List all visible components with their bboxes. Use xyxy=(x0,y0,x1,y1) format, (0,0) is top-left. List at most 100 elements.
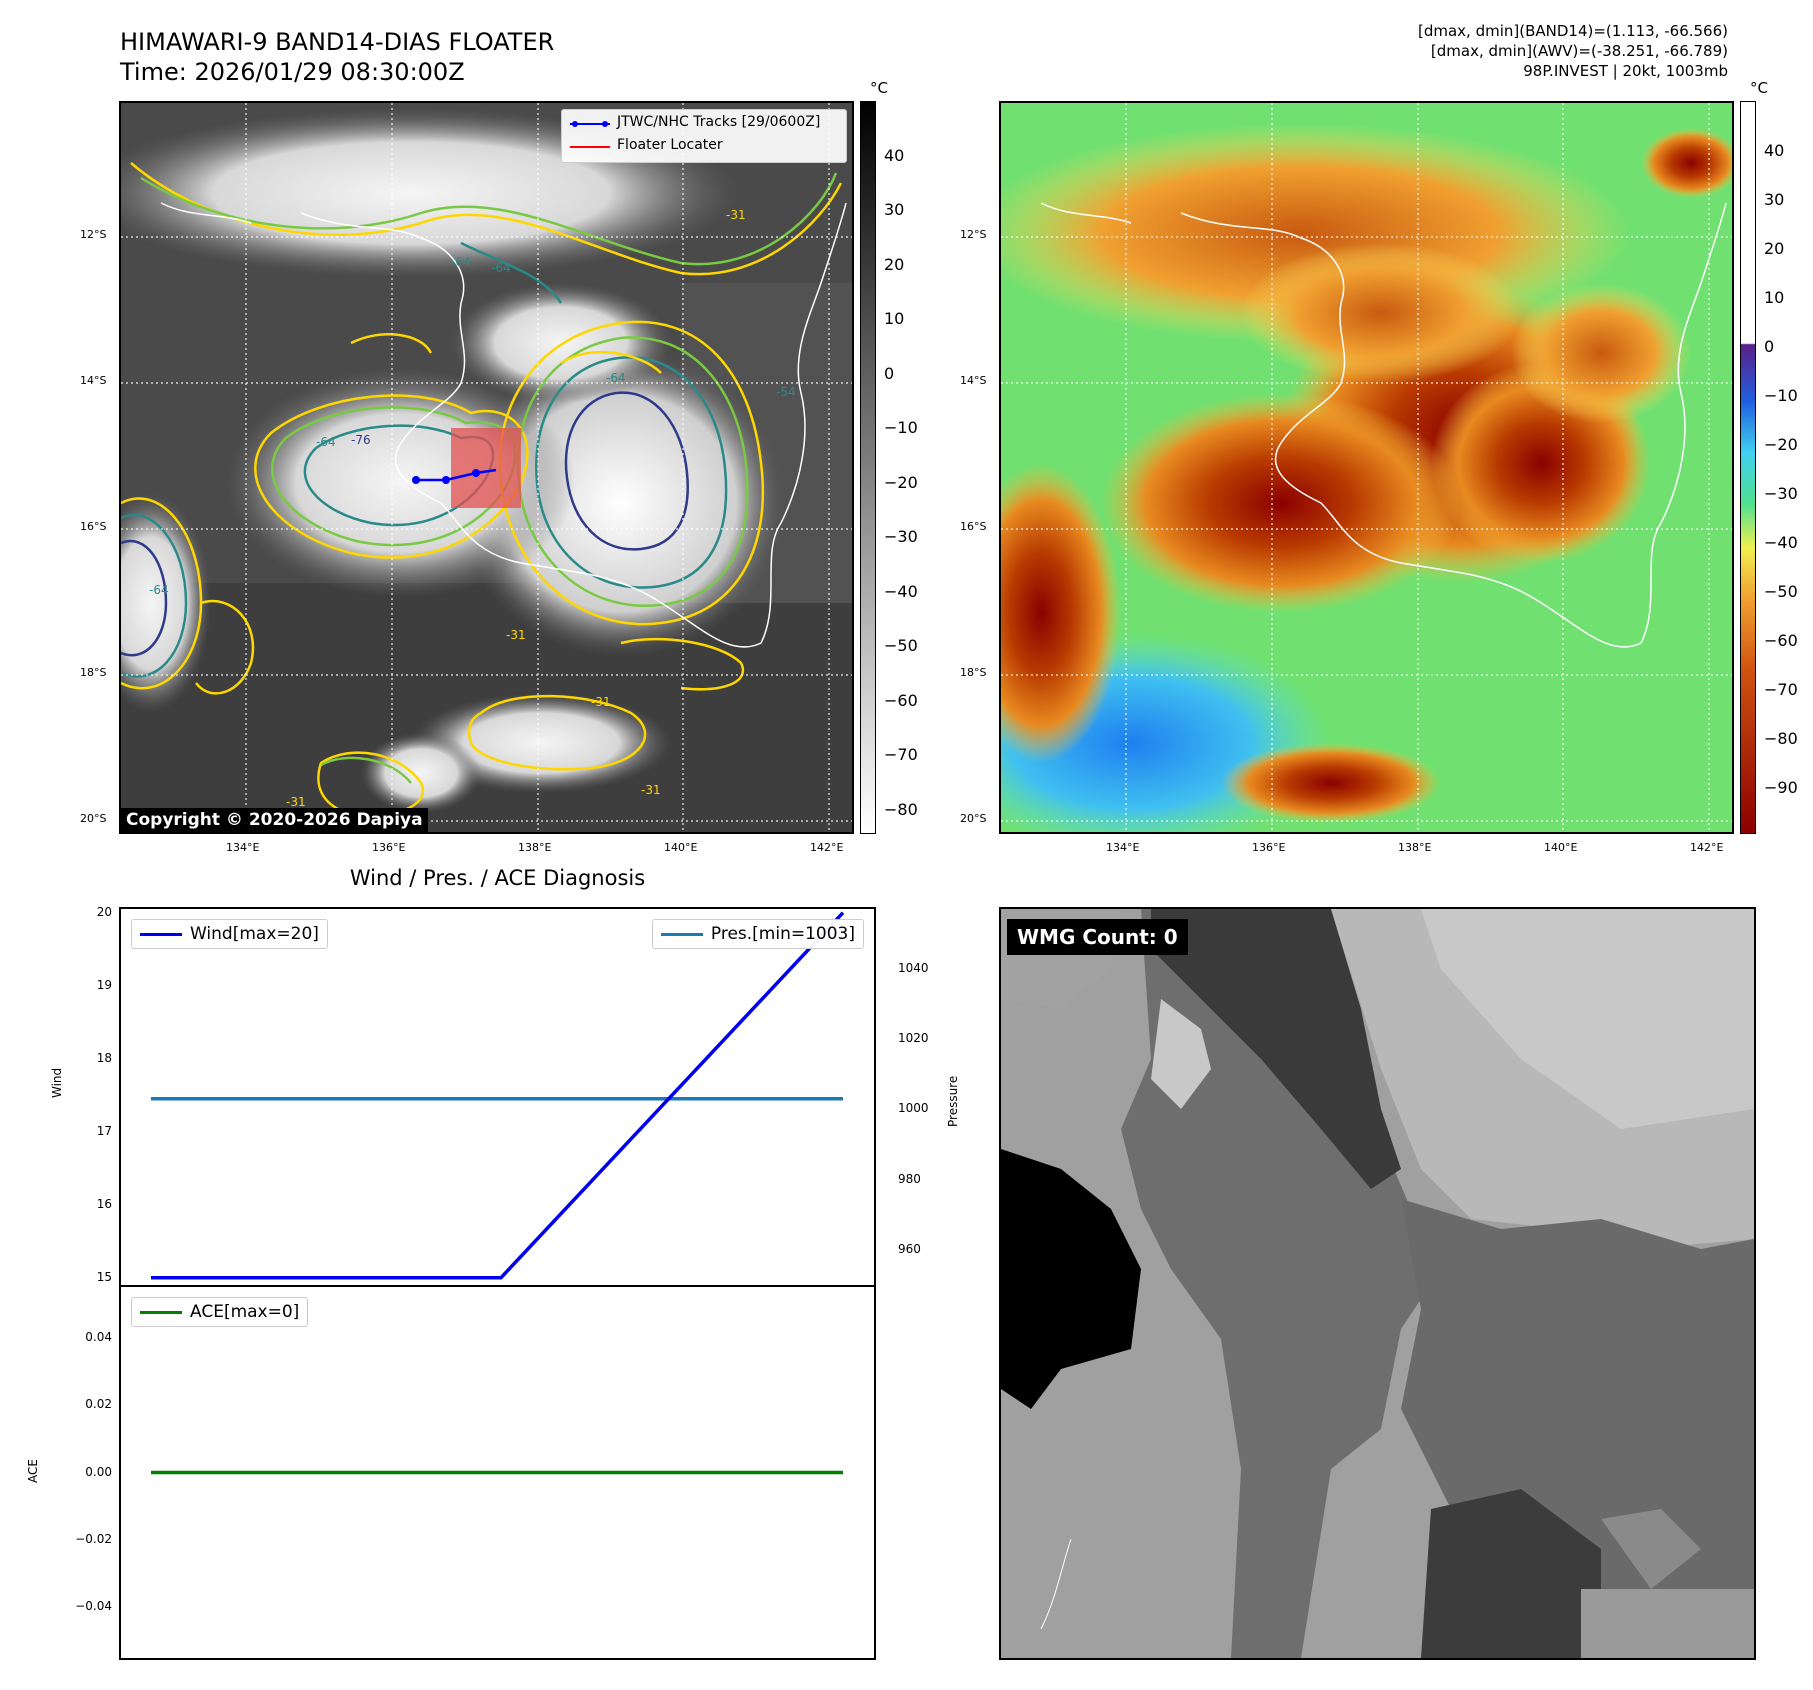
right-cb-tick: −70 xyxy=(1764,680,1798,699)
lat-label: 20°S xyxy=(960,812,987,825)
map-legend: JTWC/NHC Tracks [29/0600Z] Floater Locat… xyxy=(561,109,847,163)
left-colorbar xyxy=(860,101,876,834)
left-cb-tick: −30 xyxy=(884,527,918,546)
lon-label: 142°E xyxy=(810,841,844,854)
figure-time: Time: 2026/01/29 08:30:00Z xyxy=(120,58,465,86)
diagnosis-title: Wind / Pres. / ACE Diagnosis xyxy=(349,866,646,890)
ace-tick-label: −0.04 xyxy=(75,1599,112,1614)
lat-label: 14°S xyxy=(80,374,107,387)
left-cb-tick: 0 xyxy=(884,364,895,383)
left-cb-tick: −10 xyxy=(884,418,918,437)
wind-tick-label: 16 xyxy=(96,1196,112,1211)
band14-map: -64 -64 -64 -31 -31 -31 -64 -54 -31 -31 … xyxy=(119,101,854,834)
lon-label: 136°E xyxy=(372,841,406,854)
band14-map-image xyxy=(121,103,852,832)
right-cb-tick: −90 xyxy=(1764,778,1798,797)
contour-label: -31 xyxy=(286,795,306,809)
floater-locator-box xyxy=(451,428,521,508)
right-cb-tick: 10 xyxy=(1764,288,1785,307)
wind-tick-label: 17 xyxy=(96,1123,112,1138)
wind-legend-label: Wind[max=20] xyxy=(190,924,319,944)
wind-legend: Wind[max=20] xyxy=(131,919,328,949)
pressure-ylabel: Pressure xyxy=(946,1075,960,1127)
pressure-legend: Pres.[min=1003] xyxy=(651,919,864,949)
ace-tick-label: 0.04 xyxy=(85,1329,112,1344)
right-cb-tick: −50 xyxy=(1764,582,1798,601)
pressure-tick-label: 1000 xyxy=(898,1101,929,1116)
right-cb-tick: −30 xyxy=(1764,484,1798,503)
contour-label: -31 xyxy=(726,208,746,222)
wind-ylabel: Wind xyxy=(50,1067,64,1098)
ace-ylabel: ACE xyxy=(26,1459,40,1483)
lat-label: 16°S xyxy=(80,520,107,533)
right-colorbar-unit: °C xyxy=(1750,79,1768,97)
lon-label: 134°E xyxy=(226,841,260,854)
pressure-tick-label: 980 xyxy=(898,1171,921,1186)
contour-label: -64 xyxy=(606,371,626,385)
lon-label: 142°E xyxy=(1690,841,1724,854)
right-cb-tick: 20 xyxy=(1764,239,1785,258)
track-legend-marker xyxy=(570,121,610,127)
ace-tick-label: −0.02 xyxy=(75,1531,112,1546)
ace-panel: ACE[max=0] xyxy=(119,1285,876,1660)
jtwc-track-line xyxy=(416,468,497,482)
right-colorbar xyxy=(1740,101,1756,834)
copyright-badge: Copyright © 2020-2026 Dapiya xyxy=(121,808,428,832)
left-cb-tick: −20 xyxy=(884,473,918,492)
left-cb-tick: 30 xyxy=(884,200,905,219)
wmg-count-badge: WMG Count: 0 xyxy=(1007,919,1188,955)
left-colorbar-unit: °C xyxy=(870,79,888,97)
wind-series-line xyxy=(151,911,845,1280)
ace-plot xyxy=(151,1470,843,1475)
contour-label: -31 xyxy=(506,628,526,642)
wmg-panel: WMG Count: 0 xyxy=(999,907,1756,1660)
contour-label: -54 xyxy=(776,385,796,399)
right-cb-tick: 0 xyxy=(1764,337,1775,356)
lon-label: 136°E xyxy=(1252,841,1286,854)
pressure-legend-label: Pres.[min=1003] xyxy=(710,924,855,944)
lat-label: 20°S xyxy=(80,812,107,825)
wind-pressure-panel: Wind[max=20] Pres.[min=1003] xyxy=(119,907,876,1287)
lat-label: 18°S xyxy=(960,666,987,679)
contour-label: -64 xyxy=(316,435,336,449)
lon-label: 140°E xyxy=(664,841,698,854)
wind-tick-label: 20 xyxy=(96,904,112,919)
awv-map-image xyxy=(1001,103,1732,832)
ace-tick-label: 0.00 xyxy=(85,1464,112,1479)
track-point xyxy=(442,476,450,484)
track-point xyxy=(472,469,480,477)
right-cb-tick: −40 xyxy=(1764,533,1798,552)
contour-label: -64 xyxy=(149,583,169,597)
wind-legend-swatch xyxy=(140,932,182,936)
info-band14: [dmax, dmin](BAND14)=(1.113, -66.566) xyxy=(1417,22,1728,40)
left-cb-tick: 20 xyxy=(884,255,905,274)
left-cb-tick: −40 xyxy=(884,582,918,601)
pressure-tick-label: 1020 xyxy=(898,1031,929,1046)
contour-label: -64 xyxy=(451,255,471,269)
wind-tick-label: 18 xyxy=(96,1050,112,1065)
info-storm: 98P.INVEST | 20kt, 1003mb xyxy=(1523,62,1728,80)
lat-label: 16°S xyxy=(960,520,987,533)
pressure-tick-label: 1040 xyxy=(898,960,929,975)
left-cb-tick: 10 xyxy=(884,309,905,328)
contour-label: -64 xyxy=(491,261,511,275)
lon-label: 134°E xyxy=(1106,841,1140,854)
left-cb-tick: −70 xyxy=(884,745,918,764)
left-cb-tick: −80 xyxy=(884,800,918,819)
wind-pressure-plot xyxy=(151,911,845,1280)
lon-label: 138°E xyxy=(1398,841,1432,854)
left-cb-tick: −60 xyxy=(884,691,918,710)
pressure-legend-swatch xyxy=(660,932,703,936)
lat-label: 14°S xyxy=(960,374,987,387)
lon-label: 138°E xyxy=(518,841,552,854)
track-legend-label: JTWC/NHC Tracks [29/0600Z] xyxy=(617,114,821,130)
wind-tick-label: 15 xyxy=(96,1269,112,1284)
track-point xyxy=(412,476,420,484)
right-cb-tick: −20 xyxy=(1764,435,1798,454)
right-cb-tick: −80 xyxy=(1764,729,1798,748)
figure-title: HIMAWARI-9 BAND14-DIAS FLOATER xyxy=(120,28,555,56)
awv-map xyxy=(999,101,1734,834)
ace-tick-label: 0.02 xyxy=(85,1397,112,1412)
contour-label: -31 xyxy=(641,783,661,797)
lon-label: 140°E xyxy=(1544,841,1578,854)
